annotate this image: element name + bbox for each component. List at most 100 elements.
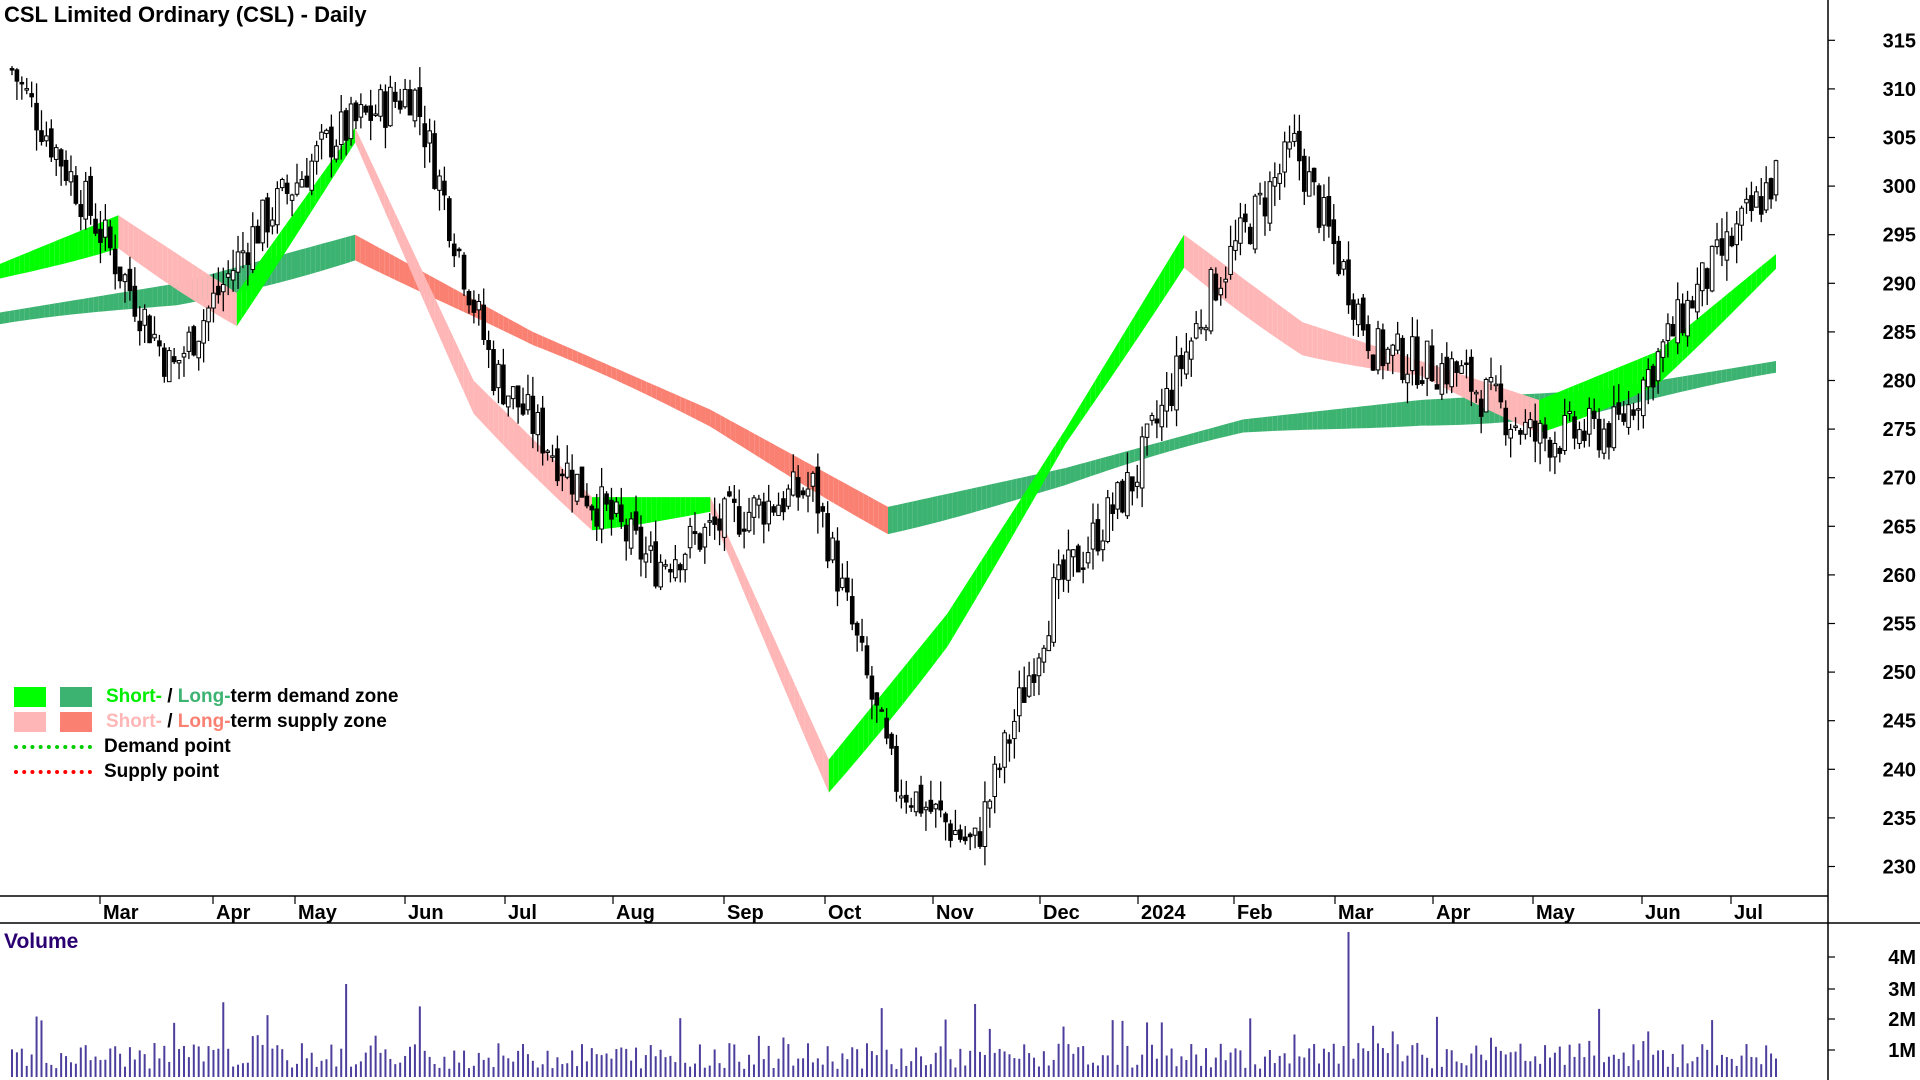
candle-body xyxy=(1026,675,1032,697)
candle-body xyxy=(1046,635,1052,652)
long-term-zone-segment xyxy=(1100,457,1106,474)
long-term-zone-segment xyxy=(991,483,997,508)
short-term-zone-segment xyxy=(661,497,666,521)
candle-body xyxy=(1469,356,1474,392)
candle-body xyxy=(1400,337,1405,381)
long-term-zone-segment xyxy=(1248,418,1254,433)
candle-body xyxy=(982,801,988,847)
candle-body xyxy=(34,102,39,131)
candle-body xyxy=(908,805,914,808)
long-term-zone-segment xyxy=(1159,440,1165,455)
candle-body xyxy=(525,394,531,411)
short-term-zone-segment xyxy=(1356,340,1362,367)
long-term-zone-segment xyxy=(1055,469,1061,488)
long-term-zone-segment xyxy=(888,505,893,535)
candle-body xyxy=(1734,223,1739,246)
candle-body xyxy=(181,352,187,358)
candle-body xyxy=(44,135,49,142)
long-term-zone-segment xyxy=(1460,397,1466,425)
short-term-zone-segment xyxy=(685,497,691,517)
legend-supply-long: Long- xyxy=(177,710,231,732)
long-term-zone-segment xyxy=(310,245,316,274)
short-term-zone-segment xyxy=(749,584,755,619)
candle-body xyxy=(1537,422,1543,444)
long-term-zone-segment xyxy=(1164,439,1170,453)
long-term-zone-segment xyxy=(1203,428,1209,443)
short-term-zone-segment xyxy=(848,729,854,770)
long-term-zone-segment xyxy=(1391,402,1397,428)
candle-body xyxy=(1685,299,1690,337)
long-term-zone-segment xyxy=(1322,410,1328,430)
long-term-zone-segment xyxy=(651,383,657,400)
long-term-zone-segment xyxy=(513,321,518,338)
short-term-zone-segment xyxy=(962,583,967,623)
candle-body xyxy=(1198,326,1204,330)
candle-body xyxy=(1375,328,1381,371)
volume-bars xyxy=(11,932,1777,1077)
long-term-zone-segment xyxy=(1016,477,1022,500)
candle-body xyxy=(1704,268,1710,289)
candle-body xyxy=(614,501,619,514)
y-tick-label: 300 xyxy=(1883,176,1916,198)
candle-body xyxy=(1680,303,1685,334)
short-term-zone-segment xyxy=(138,228,144,267)
long-term-zone-segment xyxy=(148,287,153,308)
long-term-zone-segment xyxy=(582,353,588,368)
short-term-zone-segment xyxy=(779,650,785,689)
short-term-zone-segment xyxy=(1134,307,1140,343)
long-term-zone-segment xyxy=(1302,412,1308,430)
candle-body xyxy=(1532,420,1538,442)
short-term-zone-segment xyxy=(256,258,262,297)
long-term-zone-segment xyxy=(1169,438,1175,452)
candle-body xyxy=(1503,407,1509,436)
long-term-zone-segment xyxy=(838,479,844,509)
candle-body xyxy=(550,455,555,458)
candle-body xyxy=(756,498,762,506)
short-term-zone-segment xyxy=(241,279,247,319)
short-term-zone-segment xyxy=(39,245,45,270)
short-term-zone-segment xyxy=(1346,336,1352,366)
long-term-zone-segment xyxy=(24,307,30,321)
candle-body xyxy=(628,518,634,549)
long-term-zone-segment xyxy=(64,301,70,316)
candle-body xyxy=(392,91,398,102)
candle-body xyxy=(1557,447,1563,454)
long-term-zone-segment xyxy=(108,293,114,311)
candle-body xyxy=(697,533,703,550)
candle-body xyxy=(658,561,663,588)
candle-body xyxy=(1188,340,1194,360)
candle-body xyxy=(304,175,310,188)
long-term-zone-segment xyxy=(631,375,637,390)
candle-body xyxy=(422,123,428,148)
short-term-zone-segment xyxy=(473,380,479,419)
y-tick-label: 235 xyxy=(1883,808,1916,830)
long-term-zone-segment xyxy=(952,491,958,519)
candle-body xyxy=(1665,323,1671,341)
short-term-zone-segment xyxy=(917,644,923,686)
short-term-zone-segment xyxy=(1016,498,1022,530)
short-term-zone-segment xyxy=(148,234,153,274)
candle-body xyxy=(1134,481,1140,487)
long-term-zone-segment xyxy=(690,401,696,420)
x-tick-label: Jun xyxy=(408,902,444,924)
short-term-zone-segment xyxy=(1193,241,1199,280)
long-term-zone-segment xyxy=(735,423,740,446)
candle-body xyxy=(845,577,850,593)
candle-body xyxy=(1130,476,1135,492)
long-term-zone-segment xyxy=(98,295,104,312)
y-tick-label: 270 xyxy=(1883,468,1916,490)
long-term-zone-segment xyxy=(1425,399,1431,426)
legend-demand-point: Demand point xyxy=(104,735,231,757)
candle-body xyxy=(73,175,79,204)
short-term-zone-segment xyxy=(1149,283,1155,321)
candle-body xyxy=(1591,410,1597,419)
long-term-zone-segment xyxy=(1277,415,1283,431)
short-term-zone-segment xyxy=(1766,258,1772,279)
candle-body xyxy=(1754,191,1759,208)
candle-body xyxy=(864,645,870,676)
candle-body xyxy=(1518,430,1523,435)
long-term-zone-segment xyxy=(1771,361,1776,374)
candle-body xyxy=(93,218,98,234)
candle-body xyxy=(240,250,246,254)
candle-body xyxy=(230,270,236,281)
